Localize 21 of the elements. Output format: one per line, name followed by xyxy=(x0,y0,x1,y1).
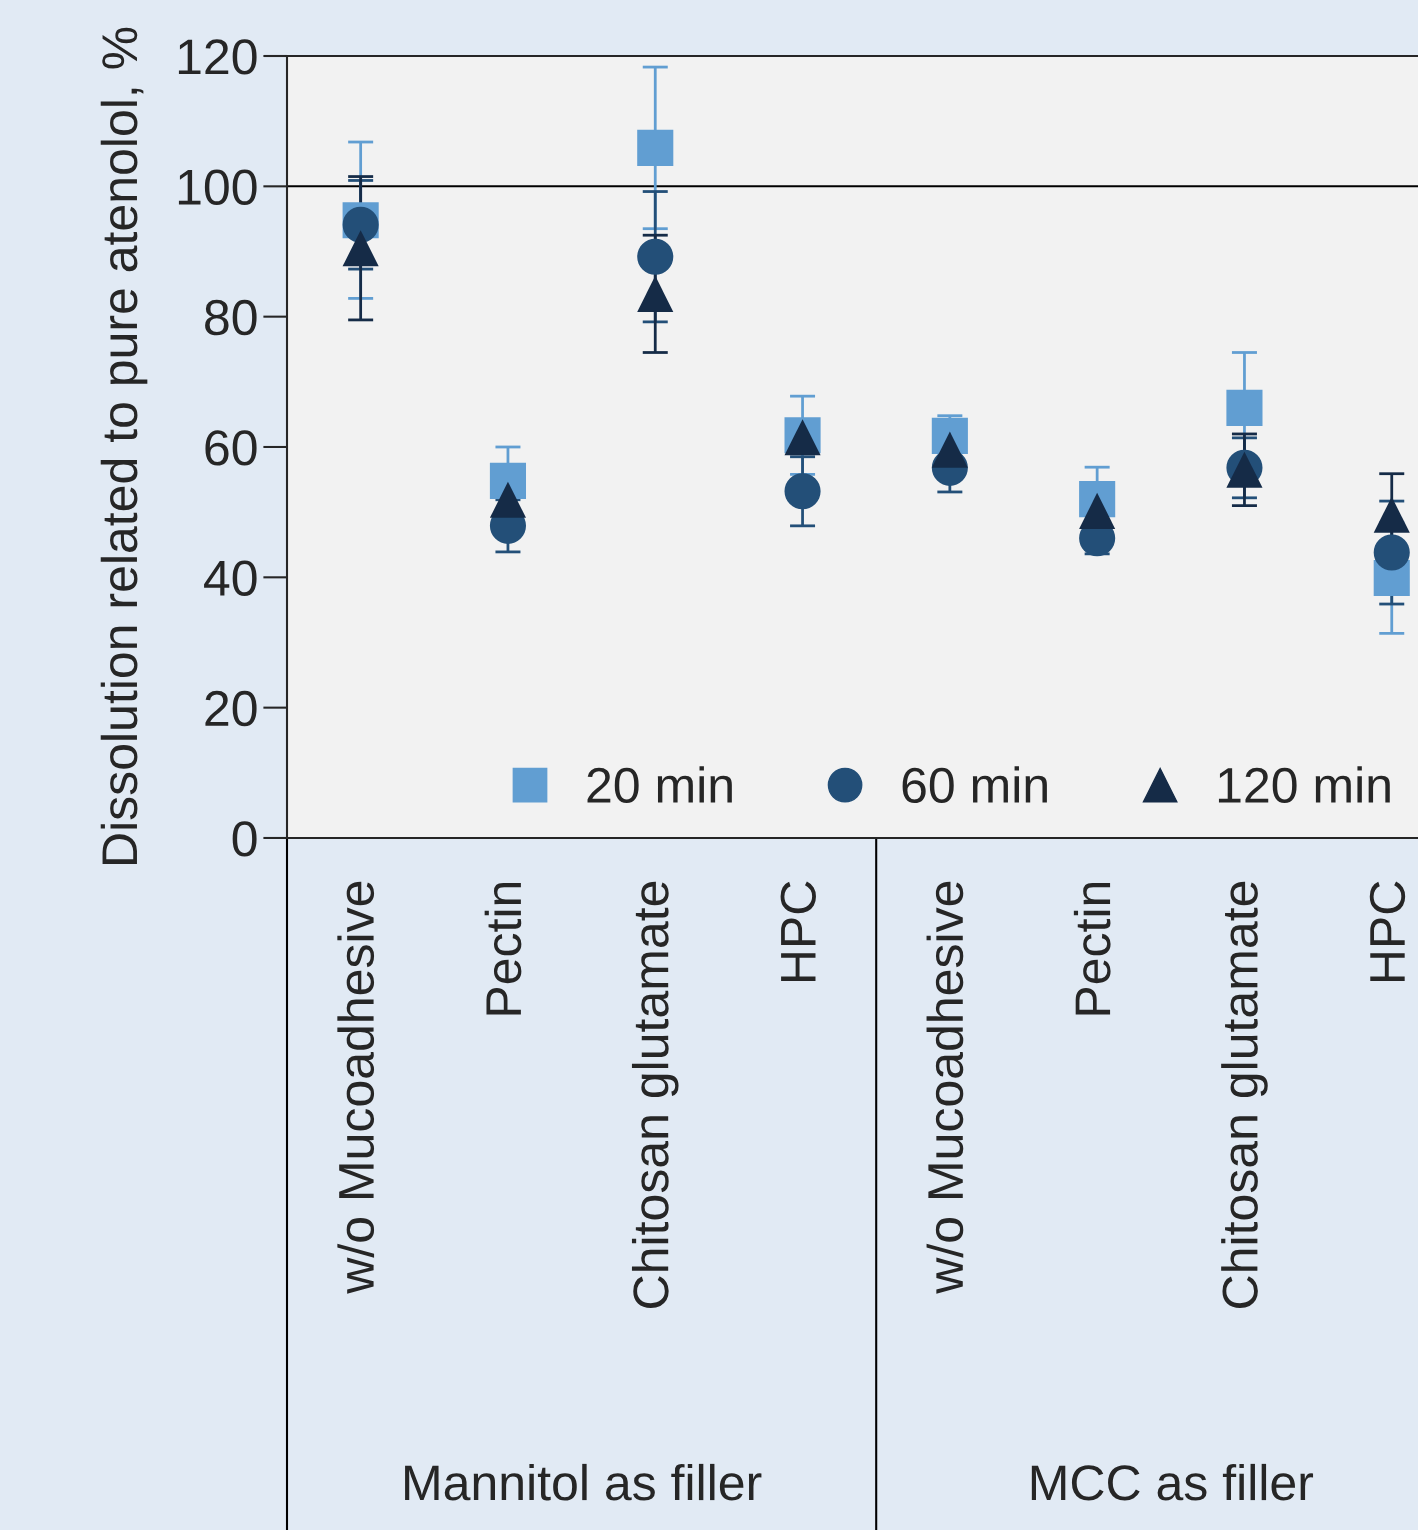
legend-label: 120 min xyxy=(1218,766,1390,804)
x-tick-label: HPC xyxy=(1369,881,1406,982)
y-tick-label: 80 xyxy=(205,299,257,336)
text: Mannitol as filler xyxy=(405,1463,762,1501)
x-tick-label: Chitosan glutamate xyxy=(631,881,679,1308)
x-tick-label: Chitosan glutamate xyxy=(1221,881,1268,1308)
y-tick-label: 60 xyxy=(205,430,257,466)
y-tick-label: 40 xyxy=(204,560,257,596)
y-tick-label: 120 xyxy=(178,39,257,75)
y-tick-label: 20 xyxy=(205,690,257,727)
y-tick-label: 0 xyxy=(232,821,257,857)
legend-label: 60 min xyxy=(902,766,1047,804)
x-tick-label: Pectin xyxy=(1073,882,1111,1015)
text: MCC as filler xyxy=(1031,1463,1314,1501)
x-tick-label: HPC xyxy=(780,881,816,982)
y-tick-label: 100 xyxy=(178,169,257,205)
x-tick-label: w/o Mucoadhesive xyxy=(337,881,375,1294)
y-axis-title: Dissolution related to pure atenolol, % xyxy=(100,27,148,864)
legend-label: 20 min xyxy=(587,766,732,804)
x-tick-label: Pectin xyxy=(484,882,522,1015)
x-tick-label: w/o Mucoadhesive xyxy=(926,881,964,1294)
